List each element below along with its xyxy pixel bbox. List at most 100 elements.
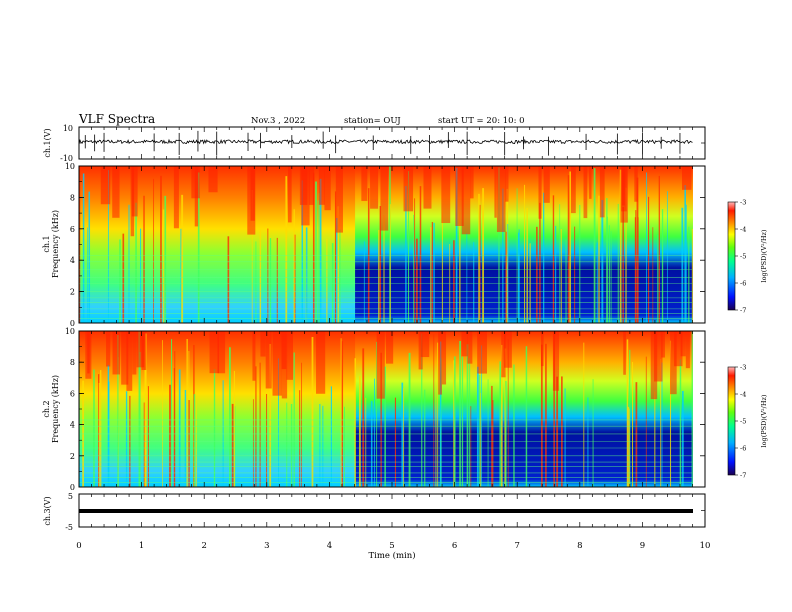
spec-patch [599,166,605,218]
spec-patch [682,166,692,190]
spec-column [684,166,690,323]
ch1-colorbar-label: log(PSD)(V²/Hz) [760,229,768,282]
spec-patch [418,331,423,370]
spec-column [450,166,456,323]
spec-column [270,166,276,323]
spec-column [128,166,134,323]
spec-patch [438,331,442,395]
spec-column [688,166,693,323]
spec-column [646,331,651,487]
y-tick-label: 6 [70,389,75,398]
spec-column [401,166,406,323]
ch2-spectrogram-panel: 0 2 4 6 8 10 ch.2 Frequency (kHz) [42,327,706,492]
spec-patch [308,166,315,205]
spec-patch [209,331,220,374]
spec-column [324,331,329,487]
ch3-ymin-label: -5 [65,523,73,532]
spec-column [638,331,644,487]
y-tick-label: 4 [70,421,75,430]
spec-column [397,166,402,323]
spec-column [443,331,448,487]
spec-column [132,166,138,323]
spec-column [623,331,628,487]
spec-column [171,331,176,487]
spec-column [213,331,218,487]
colorbar-tick-label: -3 [740,199,746,207]
date-label: Nov.3 , 2022 [251,116,305,126]
station-label: station= OUJ [344,116,401,126]
spec-patch [112,331,121,375]
spec-column [90,166,95,323]
spec-column [657,331,663,487]
spec-column [309,166,314,323]
spec-column [531,166,536,323]
spec-column [109,331,114,487]
spec-column [289,166,295,323]
x-tick-label: 3 [264,541,269,551]
spec-column [351,166,356,323]
spec-column [347,331,352,487]
spec-patch [680,331,686,357]
spec-column [581,166,586,323]
ch3-ylabel: ch.3(V) [43,496,52,525]
spec-column [370,166,375,323]
spec-column [677,166,682,323]
spec-column [600,331,605,487]
spec-column [259,166,264,323]
spec-column [485,331,490,487]
spec-column [374,166,379,323]
spec-column [243,166,249,323]
spec-column [404,331,410,487]
spec-column [661,166,667,323]
spec-patch [461,331,468,357]
spec-column [236,331,241,487]
spec-column [619,166,624,323]
spec-column [569,166,575,323]
y-tick-label: 0 [70,483,75,492]
spec-column [577,331,582,487]
spec-patch [126,331,133,391]
spec-column [255,331,260,487]
spec-patch [543,166,550,203]
spec-column [588,166,594,323]
spec-patch [504,331,512,368]
x-tick-label: 4 [327,541,332,551]
colorbar-tick-label: -4 [740,391,746,399]
spec-column [312,331,318,487]
spec-patch [208,166,218,193]
spec-column [140,166,145,323]
spec-column [642,331,647,487]
spec-column [228,166,233,323]
spec-column [669,166,674,323]
y-tick-label: 2 [70,452,75,461]
spec-column [508,166,513,323]
spec-column [393,166,398,323]
spec-column [286,331,291,487]
spec-patch [318,166,325,205]
spec-column [236,166,241,323]
spec-column [408,331,414,487]
spec-patch [370,166,379,209]
spec-column [585,166,590,323]
spec-patch [252,331,256,381]
spec-column [98,166,103,323]
spec-column [240,331,245,487]
spec-patch [623,331,626,375]
spec-column [309,331,314,487]
spec-column [466,166,471,323]
ch2-colorbar: -3 -4 -5 -6 -7 log(PSD)(V²/Hz) [727,364,768,480]
spec-column [408,166,414,323]
spec-column [155,166,161,323]
spec-column [473,331,479,487]
spec-column [94,331,99,487]
spec-column [163,331,168,487]
spec-column [454,331,460,487]
spec-column [523,166,529,323]
spec-column [301,331,306,487]
spec-column [420,331,425,487]
spec-patch [420,331,430,358]
spec-patch [380,166,389,231]
x-tick-label: 2 [201,541,206,551]
spec-column [362,166,368,323]
spec-column [148,166,153,323]
